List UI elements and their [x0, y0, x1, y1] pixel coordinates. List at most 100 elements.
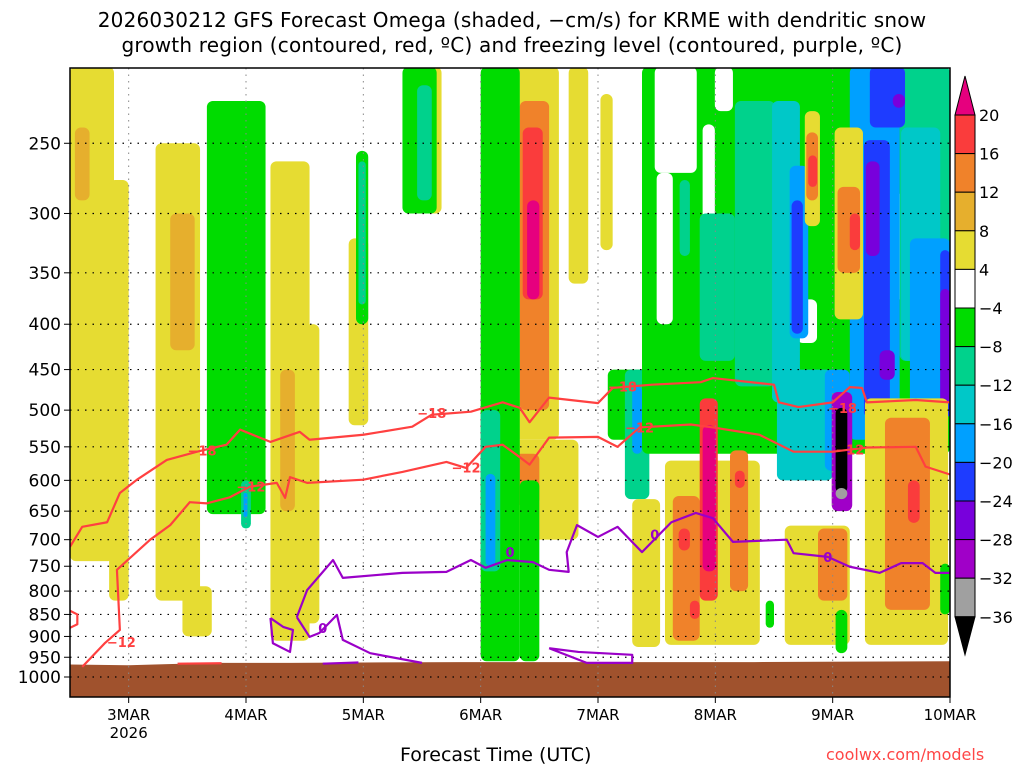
colorbar-swatch	[954, 539, 976, 579]
chart-title-line-1: 2026030212 GFS Forecast Omega (shaded, −…	[97, 8, 927, 32]
omega-cell	[206, 100, 266, 515]
contour-label: −12	[452, 461, 481, 476]
y-tick-label: 850	[29, 605, 61, 625]
x-tick-label: 10MAR	[924, 706, 977, 724]
contour-label: −12	[236, 481, 265, 496]
x-tick-label: 3MAR	[107, 706, 150, 724]
omega-cell	[170, 213, 195, 351]
contour-line	[81, 423, 950, 668]
omega-cell	[480, 68, 520, 662]
omega-cell	[632, 499, 661, 647]
contour-label: −12	[835, 444, 864, 459]
ground-surface	[70, 661, 950, 697]
colorbar-swatch	[954, 268, 976, 309]
colorbar-label: −36	[979, 608, 1013, 627]
x-tick-label: 7MAR	[576, 706, 619, 724]
colorbar-swatch	[954, 114, 976, 155]
colorbar-swatch	[954, 346, 976, 386]
omega-cell	[907, 480, 920, 523]
colorbar-label: −12	[979, 376, 1013, 395]
contour-line	[295, 613, 423, 664]
omega-cell	[485, 473, 496, 567]
omega-cell	[519, 480, 540, 662]
y-tick-label: 250	[29, 134, 61, 154]
colorbar-swatch	[954, 423, 976, 463]
colorbar-label: −24	[979, 492, 1013, 511]
omega-cell	[765, 600, 774, 628]
y-tick-label: 500	[29, 401, 61, 421]
colorbar-label: 8	[979, 222, 989, 241]
y-tick-label: 450	[29, 361, 61, 381]
omega-cell	[109, 179, 129, 601]
omega-cell	[892, 94, 906, 108]
contour-label: −18	[188, 444, 217, 459]
chart-title-line-2: growth region (contoured, red, ºC) and f…	[121, 33, 903, 57]
omega-cell	[869, 68, 906, 128]
contour-line	[70, 609, 79, 629]
omega-cell	[734, 100, 775, 387]
contour-label: 0	[823, 551, 832, 566]
colorbar-label: −4	[979, 299, 1003, 318]
omega-cell	[280, 369, 295, 512]
x-axis-label: Forecast Time (UTC)	[400, 744, 592, 766]
ground	[70, 661, 950, 697]
omega-cell	[835, 609, 848, 654]
omega-cell	[527, 200, 540, 300]
omega-cell	[849, 213, 861, 251]
omega-cell	[74, 127, 90, 201]
omega-cell	[884, 417, 930, 610]
credit-link[interactable]: coolwx.com/models	[826, 745, 985, 764]
omega-cell	[679, 179, 690, 256]
omega-shading	[70, 68, 950, 662]
x-tick-sublabel: 2026	[110, 724, 148, 742]
omega-cell	[837, 186, 861, 273]
x-tick-label: 6MAR	[459, 706, 502, 724]
omega-cell	[182, 586, 212, 637]
y-tick-label: 650	[29, 502, 61, 522]
omega-cell	[734, 470, 745, 488]
colorbar-swatch	[954, 500, 976, 541]
colorbar-label: −8	[979, 338, 1003, 357]
contour-label: −18	[417, 407, 446, 422]
omega-cell	[808, 155, 818, 187]
omega-cell	[568, 68, 589, 284]
colorbar-label: 16	[979, 145, 999, 164]
y-tick-label: 800	[29, 582, 61, 602]
contour-line	[548, 647, 634, 664]
colorbar-swatch	[954, 230, 976, 270]
y-tick-label: 900	[29, 627, 61, 647]
y-tick-label: 750	[29, 557, 61, 577]
contour-line	[295, 511, 950, 618]
x-tick-label: 4MAR	[224, 706, 267, 724]
y-tick-label: 350	[29, 264, 61, 284]
colorbar-label: −28	[979, 531, 1013, 550]
contour-label: −18	[828, 402, 857, 417]
colorbar-label: 20	[979, 106, 999, 125]
contour-lines: −18 −18 −18 −18 −12 −12 −12 −12 −12 0 0 0 0	[70, 376, 950, 668]
omega-cell	[714, 68, 733, 112]
colorbar-label: −20	[979, 453, 1013, 472]
y-tick-label: 600	[29, 471, 61, 491]
omega-cell	[702, 425, 716, 572]
omega-cell	[417, 85, 432, 201]
omega-cell	[835, 487, 848, 500]
contour-line	[322, 661, 359, 665]
x-tick-label: 5MAR	[342, 706, 385, 724]
omega-cell	[879, 350, 895, 380]
x-tick-label: 8MAR	[694, 706, 737, 724]
y-tick-label: 300	[29, 204, 61, 224]
colorbar-swatch	[954, 577, 976, 618]
contour-label: −12	[107, 636, 136, 651]
colorbar-label: 4	[979, 260, 989, 279]
omega-cell	[940, 563, 950, 615]
y-tick-label: 1000	[18, 668, 61, 688]
contour-label: 0	[505, 546, 514, 561]
omega-cell	[791, 200, 803, 334]
axes: 2503003504004505005506006507007508008509…	[18, 134, 977, 742]
omega-cell	[818, 528, 848, 601]
plot-frame	[69, 67, 951, 698]
colorbar-under-triangle	[954, 616, 976, 657]
colorbar-swatch	[954, 153, 976, 193]
y-tick-label: 400	[29, 315, 61, 335]
omega-cell	[865, 161, 880, 256]
